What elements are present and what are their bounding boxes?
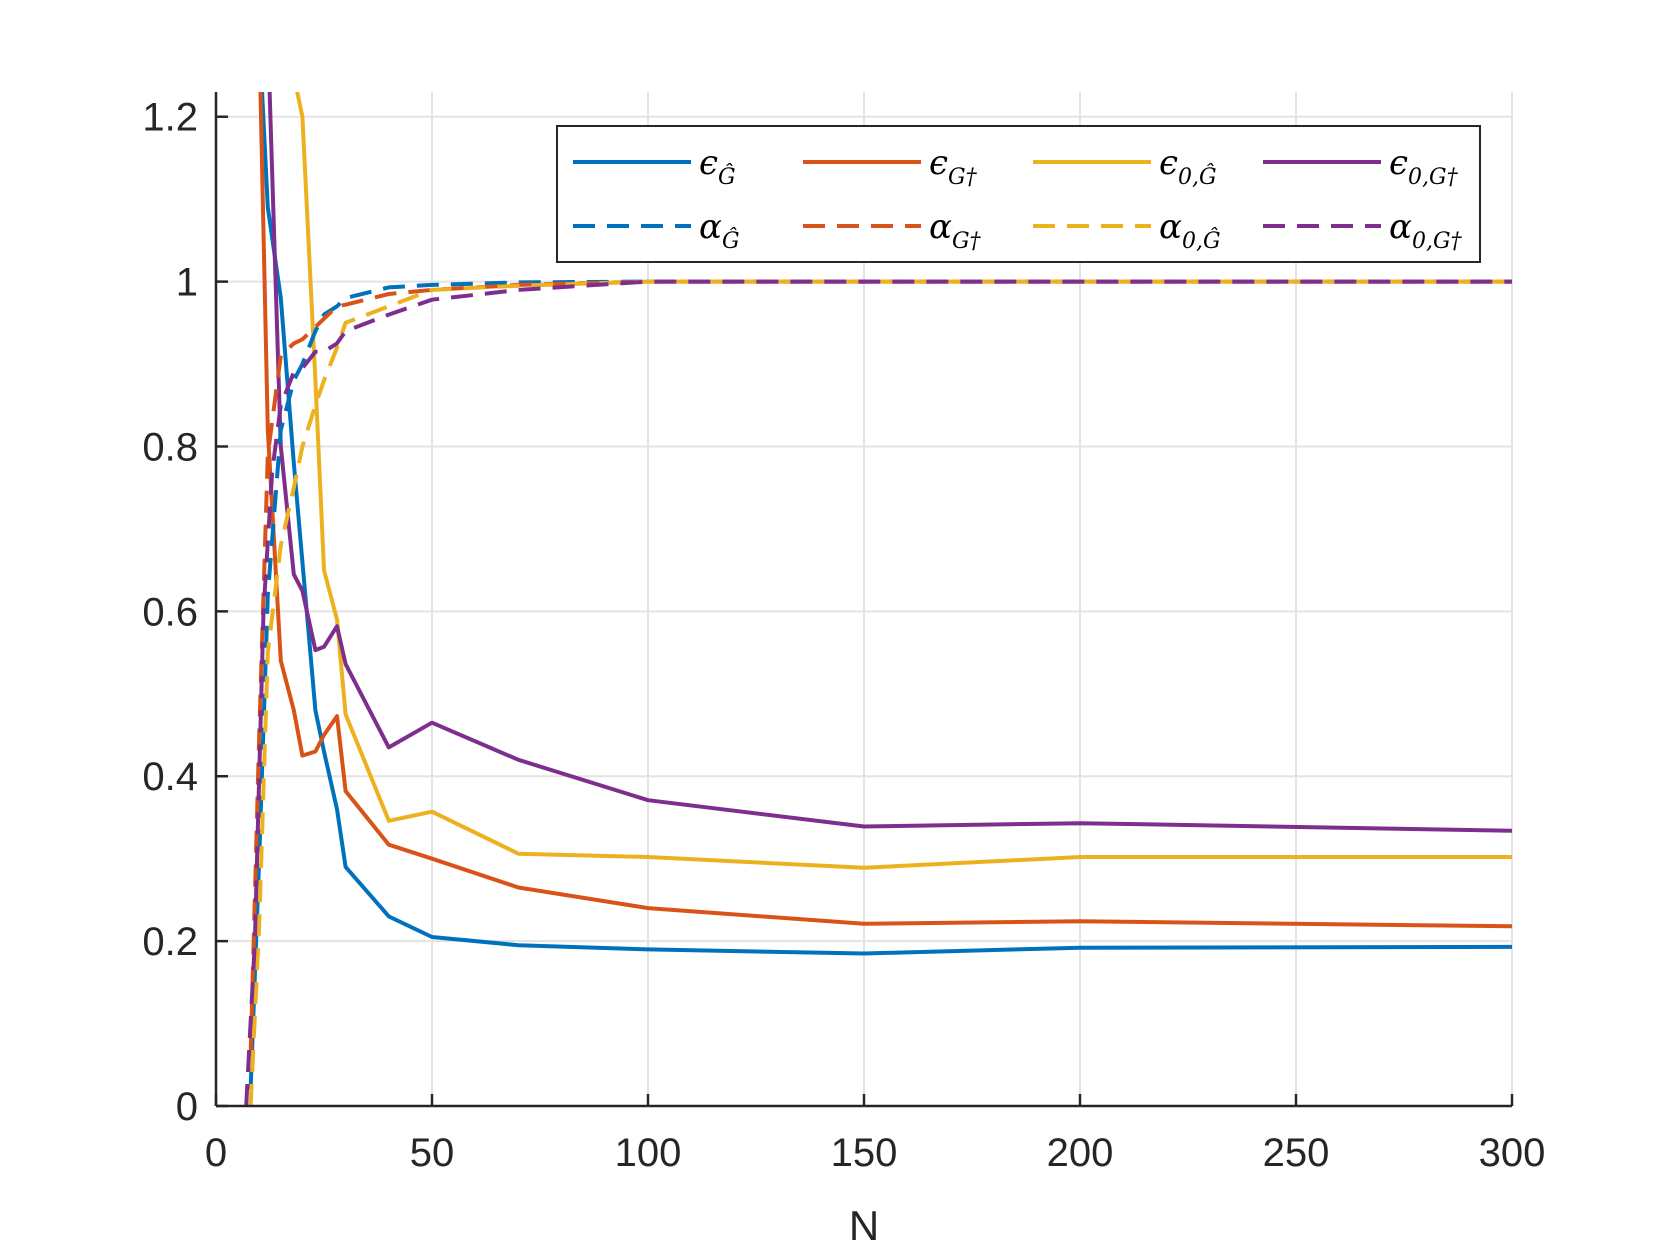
y-tick-label: 1.2 [142,96,198,140]
y-tick-label: 0.6 [142,590,198,634]
y-tick-label: 0.2 [142,920,198,964]
x-axis-title: N [849,1202,879,1246]
x-tick-label: 200 [1047,1131,1114,1175]
legend-label-eps_gdag: ϵG† [929,143,978,190]
x-tick-label: 150 [831,1131,898,1175]
series-line-eps_0_gdag [267,92,1512,833]
y-tick-label: 0.8 [142,425,198,469]
axes: 0 50 100 150 200 250 300 0 0.2 0.4 0.6 0.8 1 1.2 N [142,92,1545,1246]
x-tick-label: 0 [205,1131,227,1175]
series-line-alpha_0_ghat [248,279,1512,1106]
legend-label-eps_0_gdag: ϵ0,G† [1389,143,1459,190]
series-line-alpha_ghat [248,279,1512,1090]
series-line-eps_0_ghat [295,92,1512,870]
legend-label-alpha_gdag: αG† [929,207,982,254]
legend-label-alpha_ghat: αĜ [699,207,740,254]
series-layer [244,92,1512,1106]
x-tick-label: 100 [615,1131,682,1175]
series-line-eps_gdag [258,92,1512,929]
legend-label-eps_0_ghat: ϵ0,Ĝ [1159,143,1217,190]
series-line-eps_ghat [260,92,1512,956]
legend-box [556,125,1481,263]
x-tick-label: 50 [410,1131,455,1175]
y-tick-label: 1 [176,261,198,305]
x-tick-label: 300 [1479,1131,1546,1175]
legend-label-alpha_0_ghat: α0,Ĝ [1159,207,1221,254]
y-tick-label: 0 [176,1085,198,1129]
x-tick-label: 250 [1263,1131,1330,1175]
legend: ϵĜ ϵG† ϵ0,Ĝ ϵ0,G† αĜ αG† α0,Ĝ α0,G† [556,125,1481,263]
legend-label-eps_ghat: ϵĜ [699,143,736,190]
legend-label-alpha_0_gdag: α0,G† [1389,207,1463,254]
series-line-alpha_0_gdag [244,279,1512,1106]
y-tick-label: 0.4 [142,755,198,799]
